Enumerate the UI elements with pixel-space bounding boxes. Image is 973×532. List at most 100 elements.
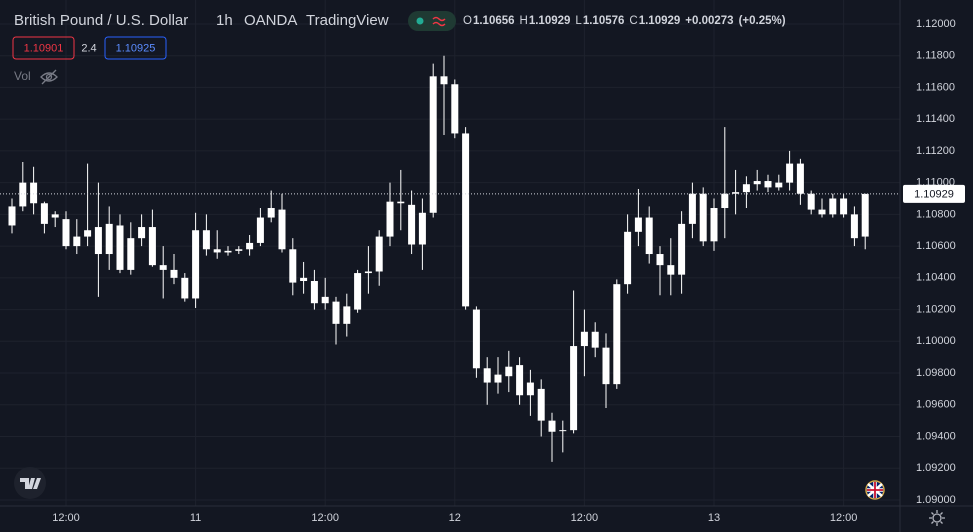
candle-body bbox=[483, 368, 491, 383]
candle-body bbox=[397, 201, 405, 204]
candle-body bbox=[775, 182, 783, 188]
logo-mark bbox=[20, 478, 41, 489]
currency-flag bbox=[865, 480, 885, 500]
candle-body bbox=[462, 133, 470, 307]
candle-body bbox=[753, 181, 761, 185]
candle-body bbox=[602, 347, 610, 385]
x-tick-label: 12:00 bbox=[571, 512, 599, 524]
ohlc-legend: O 1.10656 H 1.10929 L 1.10576 C 1.10929 +0.00273… bbox=[463, 15, 786, 27]
candle-body bbox=[267, 208, 275, 218]
ask-box[interactable] bbox=[104, 36, 167, 60]
market-open-dot bbox=[416, 17, 424, 25]
candle-body bbox=[688, 193, 696, 224]
flag-cross-red bbox=[867, 482, 883, 498]
candle-body bbox=[526, 382, 534, 396]
candle-body bbox=[634, 217, 642, 232]
candle-body bbox=[19, 182, 27, 207]
candle-body bbox=[235, 249, 243, 251]
candle-body bbox=[202, 230, 210, 250]
interval: 1h bbox=[216, 12, 233, 29]
gear-teeth bbox=[929, 510, 945, 526]
candle-body bbox=[408, 204, 416, 245]
ohlc-key: H bbox=[520, 15, 528, 27]
ask-price: 1.10925 bbox=[116, 42, 156, 54]
ohlc-value: 1.10656 bbox=[473, 15, 515, 27]
settings-button[interactable] bbox=[929, 510, 945, 526]
candle-body bbox=[8, 206, 16, 226]
eye-pupil bbox=[45, 73, 53, 81]
candle-body bbox=[613, 284, 621, 385]
y-tick-label: 1.09200 bbox=[916, 462, 956, 474]
price-axis: 1.120001.118001.116001.114001.112001.110… bbox=[903, 18, 965, 506]
candle-body bbox=[148, 227, 156, 266]
candle-body bbox=[591, 331, 599, 348]
badge-bg bbox=[408, 11, 456, 31]
symbol-title: British Pound / U.S. Dollar bbox=[14, 12, 188, 29]
candle-body bbox=[548, 420, 556, 432]
candle-body bbox=[807, 193, 815, 210]
bid-box[interactable] bbox=[12, 36, 75, 60]
y-tick-label: 1.12000 bbox=[916, 18, 956, 30]
candle-body bbox=[645, 217, 653, 255]
candle-body bbox=[656, 254, 664, 266]
candle-body bbox=[786, 163, 794, 183]
candle-body bbox=[742, 184, 750, 193]
y-tick-label: 1.11200 bbox=[916, 145, 955, 157]
ohlc-value: 1.10929 bbox=[529, 15, 571, 27]
candle-body bbox=[105, 223, 113, 255]
y-tick-label: 1.10000 bbox=[916, 335, 956, 347]
volume-label: Vol bbox=[14, 69, 31, 83]
candle-body bbox=[624, 231, 632, 285]
ohlc-value: 1.10929 bbox=[639, 15, 681, 27]
candle-body bbox=[699, 193, 707, 242]
candle-body bbox=[710, 208, 718, 242]
candle-body bbox=[375, 236, 383, 272]
candle-body bbox=[516, 365, 524, 396]
y-tick-label: 1.09600 bbox=[916, 399, 956, 411]
ohlc-key: C bbox=[629, 15, 637, 27]
candle-body bbox=[332, 301, 340, 324]
candle-body bbox=[224, 250, 232, 253]
candle-body bbox=[321, 296, 329, 304]
candle-body bbox=[796, 163, 804, 194]
tradingview-logo[interactable] bbox=[14, 467, 46, 499]
candle-body bbox=[40, 203, 48, 224]
candle-body bbox=[116, 225, 124, 270]
candle-body bbox=[440, 76, 448, 85]
candle-body bbox=[505, 366, 513, 377]
candle-body bbox=[764, 181, 772, 188]
change: +0.00273 bbox=[685, 15, 733, 27]
change-percent: (+0.25%) bbox=[739, 15, 786, 27]
candle-body bbox=[861, 193, 869, 237]
x-tick-label: 12:00 bbox=[311, 512, 339, 524]
candle-body bbox=[721, 193, 729, 209]
candle-body bbox=[30, 182, 38, 204]
candle-body bbox=[354, 273, 362, 310]
ohlc-key: L bbox=[575, 15, 582, 27]
candle-body bbox=[213, 249, 221, 253]
hide-volume-icon[interactable] bbox=[40, 69, 58, 85]
platform: TradingView bbox=[306, 12, 389, 29]
y-tick-label: 1.10200 bbox=[916, 303, 956, 315]
spread: 2.4 bbox=[81, 42, 96, 54]
eye-strike bbox=[41, 69, 57, 85]
candle-body bbox=[310, 281, 318, 304]
source: OANDA bbox=[244, 12, 297, 29]
candle-body bbox=[570, 346, 578, 431]
candle-body bbox=[494, 374, 502, 383]
candle-body bbox=[192, 230, 200, 299]
candle-body bbox=[256, 217, 264, 243]
x-tick-label: 12 bbox=[449, 512, 461, 524]
candle-body bbox=[818, 209, 826, 215]
candle-body bbox=[94, 227, 102, 255]
candle-body bbox=[343, 306, 351, 324]
candle-body bbox=[580, 331, 588, 347]
candles bbox=[0, 55, 900, 462]
candle-body bbox=[537, 388, 545, 421]
status-badge[interactable] bbox=[408, 11, 456, 31]
candle-body bbox=[418, 212, 426, 245]
last-price-label: 1.10929 bbox=[914, 188, 954, 200]
candle-body bbox=[73, 236, 81, 247]
